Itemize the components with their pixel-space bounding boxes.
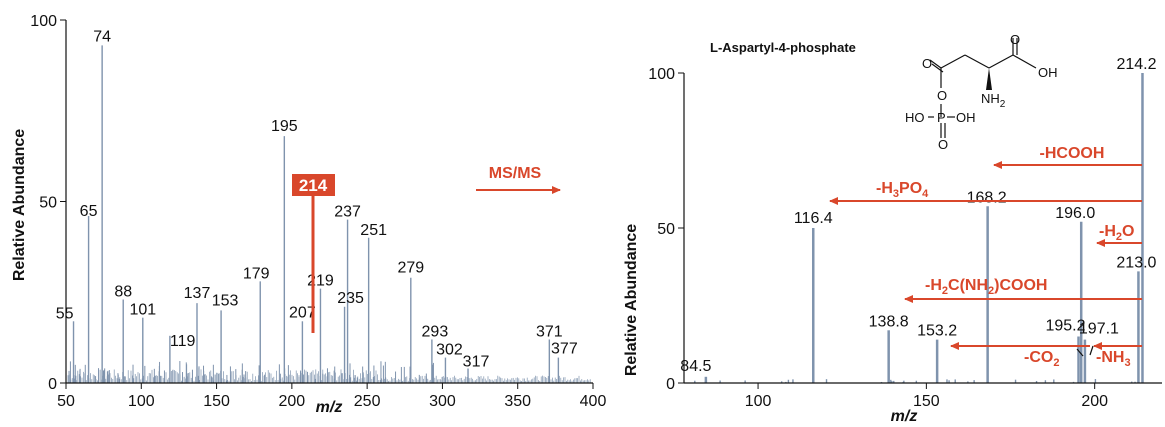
loss-label-co2: -CO2 [1024, 349, 1059, 369]
peak-label: 214.2 [1116, 56, 1156, 73]
peak-label: 179 [243, 265, 270, 282]
peak-label: 302 [436, 342, 463, 359]
precursor-label: 214 [299, 176, 328, 195]
peak-label: 74 [93, 28, 111, 45]
peak-label: 168.2 [967, 189, 1007, 206]
peak-label: 207 [289, 304, 316, 321]
y-tick-label: 50 [657, 221, 675, 238]
leader-line [1089, 345, 1094, 356]
peak-label: 195 [271, 118, 298, 135]
atom-label: O [938, 137, 948, 152]
loss-label-h2o: -H2O [1099, 223, 1134, 243]
peak-label: 213.0 [1116, 254, 1156, 271]
x-tick-label: 400 [580, 393, 607, 410]
peak-label: 235 [337, 290, 364, 307]
x-tick-label: 200 [279, 393, 306, 410]
chemical-structure-labels: O OH NH2 O O P HO OH O [905, 32, 1058, 152]
loss-label-hcooh: -HCOOH [1040, 145, 1105, 162]
leader-line [1076, 348, 1084, 357]
atom-label: O [922, 56, 932, 71]
y-axis-label: Relative Abundance [623, 224, 640, 376]
atom-label: HO [905, 110, 925, 125]
chemical-structure [928, 38, 1037, 138]
x-tick-label: 250 [354, 393, 381, 410]
peak-label: 101 [129, 302, 156, 319]
peak-label: 371 [536, 323, 563, 340]
peak-label: 137 [184, 285, 211, 302]
neutral-loss-group: -HCOOH -H3PO4 -H2O -H2C(NH2)COOH -CO2 -N… [829, 145, 1142, 369]
y-axis-label: Relative Abundance [11, 129, 28, 281]
x-tick-label: 100 [128, 393, 155, 410]
peak-label: 153 [212, 292, 239, 309]
x-tick-label: 150 [203, 393, 230, 410]
atom-label: O [1010, 32, 1020, 47]
atom-label: OH [956, 110, 976, 125]
peak-label: 119 [170, 333, 196, 350]
peak-label-group: 84.5 116.4 138.8 153.2 168.2 195.2 196.0 197.1 2… [680, 56, 1156, 375]
atom-label: P [937, 110, 946, 125]
peak-label: 317 [463, 353, 490, 370]
peak-label: 251 [360, 222, 387, 239]
peak-label: 55 [56, 305, 74, 322]
peak-label: 153.2 [917, 323, 957, 340]
ms-ms-label: MS/MS [489, 165, 542, 182]
loss-label-nh3: -NH3 [1096, 349, 1131, 369]
x-axis-label: m/z [316, 399, 343, 416]
peak-group [704, 73, 1144, 383]
x-tick-label: 200 [1081, 393, 1108, 410]
ms-ms-spectrum-panel: 100 150 200 0 50 100 84.5 116.4 138.8 153.2 168.2… [623, 32, 1162, 425]
peak-label: 65 [80, 203, 98, 220]
loss-label-h2c-nh2-cooh: -H2C(NH2)COOH [925, 277, 1047, 297]
loss-label-h3po4: -H3PO4 [876, 180, 929, 200]
peak-group [72, 45, 560, 383]
precursor-marker: 214 [292, 174, 335, 333]
y-tick-label: 50 [39, 195, 57, 212]
atom-label: NH2 [981, 91, 1006, 110]
peak-label: 237 [334, 204, 361, 221]
peak-label: 88 [114, 284, 132, 301]
peak-label: 279 [397, 260, 424, 277]
y-tick-label: 100 [30, 13, 57, 30]
x-tick-label: 350 [504, 393, 531, 410]
peak-label: 196.0 [1055, 205, 1095, 222]
y-tick-label: 0 [48, 376, 57, 393]
tick-group: 100 150 200 0 50 100 [648, 66, 1108, 410]
x-tick-label: 100 [745, 393, 772, 410]
x-tick-label: 150 [913, 393, 940, 410]
peak-label: 116.4 [794, 210, 833, 227]
y-tick-label: 100 [648, 66, 675, 83]
peak-label: 377 [551, 341, 578, 358]
chart-title: L-Aspartyl-4-phosphate [710, 40, 856, 55]
peak-label: 293 [422, 323, 449, 340]
x-tick-label: 300 [429, 393, 456, 410]
y-tick-label: 0 [666, 376, 675, 393]
x-tick-label: 50 [57, 393, 75, 410]
peak-label: 138.8 [869, 313, 909, 330]
peak-label: 197.1 [1079, 321, 1119, 338]
peak-label: 84.5 [680, 358, 711, 375]
atom-label: OH [1038, 65, 1058, 80]
atom-label: O [937, 88, 947, 103]
x-axis-label: m/z [891, 408, 918, 425]
peak-label: 195.2 [1045, 318, 1085, 335]
precursor-box [292, 174, 335, 196]
peak-label: 219 [307, 273, 334, 290]
noise-peaks [67, 361, 591, 383]
